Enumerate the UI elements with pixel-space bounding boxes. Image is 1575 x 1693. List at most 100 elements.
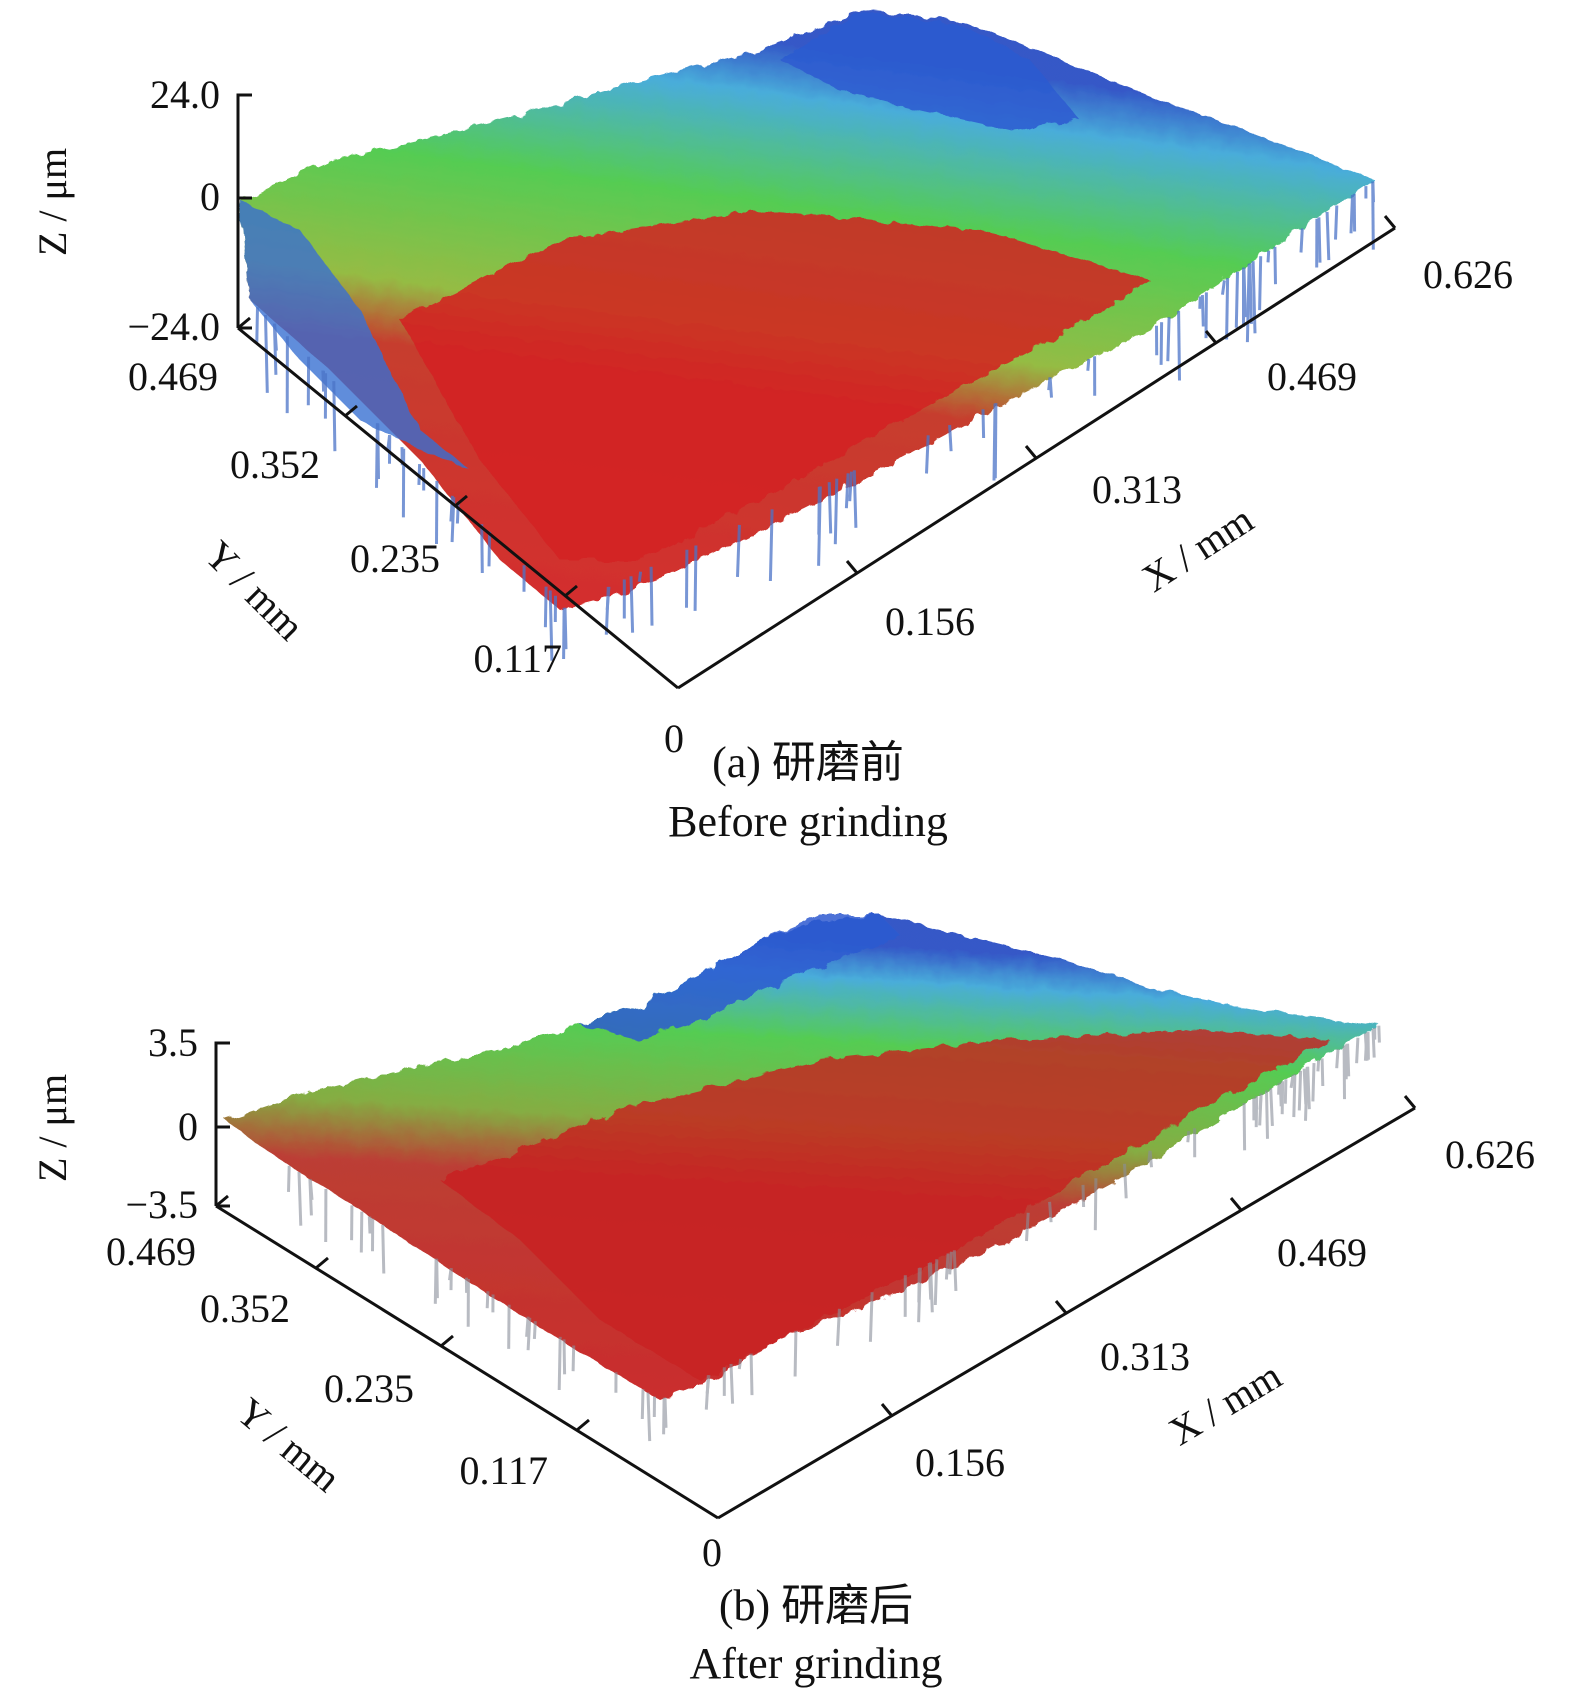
surface-spike — [1266, 250, 1271, 263]
surface-spike — [1335, 1049, 1340, 1069]
surface-spike — [1320, 1058, 1325, 1087]
x-tick-mark — [880, 1403, 894, 1417]
surface-spike — [952, 1250, 958, 1291]
surface-spike — [1363, 1033, 1369, 1061]
x-tick-label: 0.313 — [1100, 1334, 1190, 1379]
x-axis-label: X / mm — [1134, 497, 1261, 601]
caption-a-cn: (a) 研磨前 — [712, 738, 904, 787]
surface-spike — [1248, 263, 1253, 324]
surface-spike — [1221, 280, 1226, 295]
panel-a: 24.0 0 −24.0 Z / μm 0.469 0.352 0.235 0.… — [30, 10, 1513, 846]
surface-spike — [705, 1374, 711, 1394]
x-tick-mark — [1204, 330, 1218, 344]
y-tick-mark — [315, 1256, 329, 1270]
z-tick-label: 24.0 — [150, 72, 220, 117]
surface-spike — [359, 1211, 364, 1253]
z-tick-label: 0 — [178, 1104, 198, 1149]
y-tick-mark — [344, 404, 358, 418]
caption-a-en: Before grinding — [668, 797, 948, 846]
surface-spike — [917, 1268, 921, 1303]
x-tick-mark — [1024, 445, 1038, 459]
surface-b-red-region — [440, 1030, 1330, 1380]
y-tick-mark — [454, 494, 468, 508]
z-axis-b — [214, 1041, 230, 1206]
surface-spike — [526, 1317, 532, 1351]
surface-spike — [308, 1178, 314, 1201]
surface-spike — [1258, 1093, 1263, 1110]
surface-spike — [1371, 1029, 1376, 1058]
surface-spike — [925, 435, 930, 474]
y-tick-mark — [576, 1418, 590, 1432]
x-axis-a — [677, 226, 1396, 690]
surface-spike — [848, 471, 853, 502]
y-tick-label: 0.469 — [128, 354, 218, 399]
surface-spike — [1317, 217, 1322, 263]
surface-spike — [1316, 1060, 1321, 1072]
x-tick-label: 0.469 — [1267, 354, 1357, 399]
surface-spike — [1289, 1074, 1295, 1089]
surface-spike — [737, 1358, 743, 1370]
surface-spike — [1048, 1201, 1053, 1223]
surface-spike — [1123, 1163, 1128, 1199]
surface-spike — [571, 1345, 576, 1372]
z-tick-label: 0 — [200, 174, 220, 219]
surface-spike — [1325, 211, 1331, 261]
surface-spike — [736, 524, 741, 577]
y-tick-label: 0.352 — [200, 1286, 290, 1331]
surface-a-left-valley — [240, 200, 470, 470]
surface-spike — [1306, 1066, 1311, 1110]
surface-spike — [264, 314, 269, 393]
surface-spike — [480, 524, 484, 574]
y-tick-mark — [237, 316, 251, 330]
surface-spike — [1242, 267, 1247, 318]
z-tick-label: −3.5 — [125, 1182, 198, 1227]
surface-spike — [376, 423, 380, 480]
surface-spike — [287, 1165, 291, 1192]
surface-spike — [525, 1316, 530, 1337]
surface-spike — [1254, 1096, 1259, 1128]
surface-b — [225, 915, 1380, 1400]
surface-spike — [1283, 1079, 1288, 1104]
surface-spike — [562, 1339, 567, 1375]
surface-spike — [1225, 278, 1230, 340]
z-tick-label: −24.0 — [127, 304, 220, 349]
surface-spike — [749, 1353, 754, 1396]
surface-spike — [649, 566, 654, 626]
origin-tick-label: 0 — [664, 716, 684, 761]
surface-spike — [1269, 1088, 1274, 1126]
surface-b-blue-ridge — [580, 915, 900, 1040]
surface-spike — [487, 531, 492, 567]
surface-spike — [1258, 256, 1263, 311]
surface-spike — [1297, 1070, 1303, 1111]
y-tick-label: 0.235 — [324, 1366, 414, 1411]
x-tick-label: 0.313 — [1092, 467, 1182, 512]
y-axis-a — [237, 326, 679, 690]
x-tick-mark — [1403, 1095, 1417, 1109]
surface-spike — [557, 1336, 562, 1391]
surface-spike — [827, 482, 833, 534]
surface-spike — [485, 1291, 490, 1309]
x-tick-mark — [1383, 215, 1397, 229]
surface-spike — [1081, 1184, 1086, 1208]
x-tick-label: 0.626 — [1445, 1132, 1535, 1177]
x-tick-mark — [1229, 1197, 1243, 1211]
surface-spike — [663, 1397, 668, 1428]
origin-tick-label: 0 — [702, 1530, 722, 1575]
surface-a — [240, 10, 1375, 610]
surface-spike — [993, 403, 998, 479]
y-tick-mark — [440, 1334, 454, 1348]
surface-spike — [852, 470, 858, 528]
surface-spike — [273, 323, 278, 351]
surface-spike — [637, 571, 643, 582]
y-tick-mark — [564, 584, 578, 598]
surface-spike — [981, 409, 986, 439]
surface-spike — [1186, 1130, 1191, 1143]
surface-spike — [933, 1259, 939, 1306]
surface-spike — [817, 486, 821, 535]
surface-spike — [1242, 1102, 1247, 1151]
surface-spike — [793, 1330, 798, 1377]
surface-spike — [948, 1251, 953, 1275]
surface-spike — [563, 607, 568, 650]
surface-spike — [1265, 1090, 1269, 1139]
